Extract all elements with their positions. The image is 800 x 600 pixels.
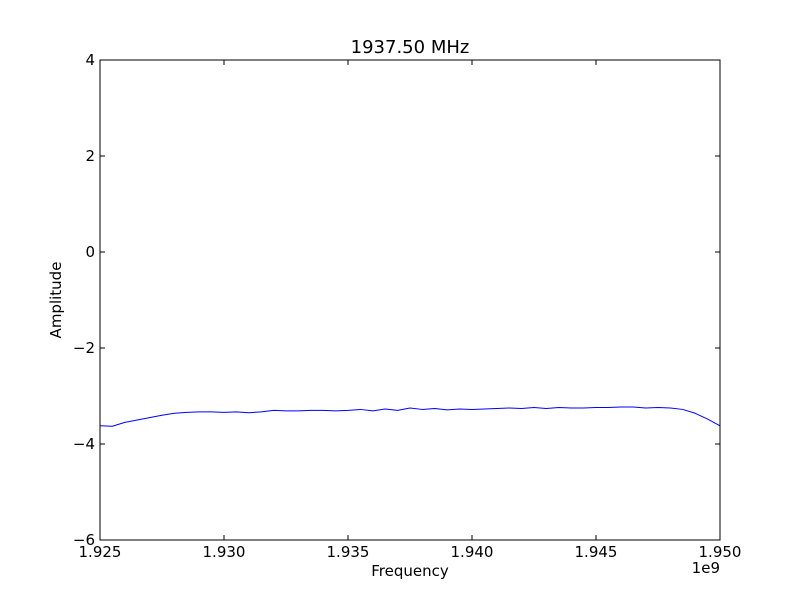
x-tick-label: 1.945 (575, 543, 618, 561)
y-tick-label: 4 (85, 51, 95, 69)
series-line (99, 406, 721, 427)
x-tick-label: 1.940 (451, 543, 494, 561)
series-layer (99, 406, 721, 427)
plot-frame (99, 59, 721, 541)
x-tick-label: 1.935 (327, 543, 370, 561)
y-axis-label: Amplitude (47, 262, 65, 339)
y-tick-label: −6 (73, 531, 95, 549)
tick-layer: 1.925 1.930 1.935 1.940 1.945 1.950 −6 −4 −2 0 2 4 (73, 51, 742, 561)
y-tick-label: 0 (85, 243, 95, 261)
x-axis-label: Frequency (371, 562, 449, 580)
y-tick-label: −4 (73, 435, 95, 453)
x-axis-offset-label: 1e9 (692, 559, 720, 577)
x-tick-label: 1.925 (79, 543, 122, 561)
chart-title: 1937.50 MHz (351, 37, 470, 58)
x-tick-label: 1.950 (699, 543, 742, 561)
plot-area (100, 60, 720, 540)
y-tick-label: 2 (85, 147, 95, 165)
x-tick-label: 1.930 (203, 543, 246, 561)
y-tick-label: −2 (73, 339, 95, 357)
